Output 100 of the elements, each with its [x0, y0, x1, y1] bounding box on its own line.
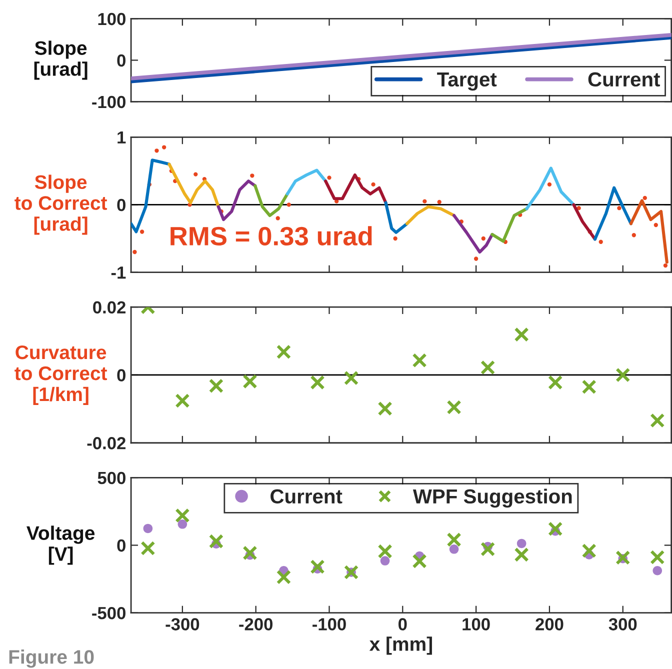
point: [310, 375, 325, 390]
point: [140, 230, 144, 234]
point: [412, 353, 427, 368]
point: [242, 546, 258, 560]
point: [481, 236, 486, 241]
point: [437, 200, 442, 204]
x-tick-label: 100: [462, 618, 490, 630]
point: [598, 240, 603, 244]
point: [422, 199, 427, 204]
point: [250, 174, 254, 178]
y-tick-label: 0.02: [93, 301, 126, 314]
legend-label: Target: [437, 72, 497, 91]
point: [514, 547, 529, 562]
point: [143, 524, 153, 534]
point: [548, 522, 563, 536]
line-series: [490, 207, 528, 243]
x-tick-label: 200: [536, 618, 564, 630]
point: [378, 544, 392, 559]
line-series: [131, 158, 171, 234]
point: [380, 556, 390, 566]
line-series: [406, 205, 456, 226]
point: [446, 532, 462, 548]
point: [154, 148, 159, 153]
point: [582, 543, 596, 558]
x-tick-label: 0: [398, 618, 407, 630]
point: [344, 564, 359, 580]
y-tick-label: 0: [117, 198, 126, 212]
legend-label: Current: [270, 489, 342, 504]
y-tick-label: -0.02: [87, 437, 126, 450]
y-tick-label: -100: [92, 96, 126, 108]
point: [547, 182, 552, 187]
point: [514, 327, 529, 342]
line-series: [384, 201, 409, 234]
point: [449, 544, 459, 554]
point: [276, 344, 292, 360]
point: [242, 374, 258, 389]
y-axis-title: Slope [urad]: [34, 40, 88, 80]
point: [650, 550, 665, 565]
line-series: [324, 173, 388, 204]
y-axis-title: Slope to Correct [urad]: [14, 174, 108, 235]
point: [480, 360, 496, 375]
point: [480, 542, 496, 556]
point: [208, 378, 224, 394]
line-series: [593, 186, 632, 241]
y-tick-label: 0: [117, 54, 126, 67]
point: [175, 508, 190, 523]
point: [446, 400, 462, 415]
point: [378, 401, 392, 416]
y-tick-label: 100: [98, 12, 126, 26]
point: [327, 176, 332, 180]
y-tick-label: 500: [98, 472, 126, 484]
point: [276, 570, 292, 584]
line-series: [168, 162, 220, 208]
x-tick-label: -200: [239, 618, 272, 630]
point: [654, 222, 658, 228]
y-tick-label: 0: [117, 369, 126, 382]
point: [162, 145, 166, 150]
point: [582, 380, 596, 394]
y-tick-label: 0: [117, 539, 126, 552]
point: [310, 559, 325, 574]
point: [393, 236, 398, 241]
y-axis-title: Voltage [V]: [26, 526, 95, 565]
point: [516, 538, 526, 548]
point: [474, 256, 478, 261]
point: [642, 196, 647, 200]
caption: Figure 10: [9, 650, 94, 668]
point: [371, 182, 376, 187]
legend-label: Current: [588, 72, 660, 87]
x-axis-title: x [mm]: [369, 636, 432, 655]
point: [140, 540, 156, 556]
point: [276, 216, 280, 220]
point: [548, 375, 563, 390]
line-series: [452, 214, 494, 254]
point: [344, 370, 359, 386]
point: [650, 413, 665, 428]
line-series: [216, 180, 257, 222]
point: [616, 368, 630, 382]
point: [175, 393, 190, 408]
point: [652, 566, 662, 576]
y-tick-label: -500: [92, 606, 126, 620]
annotation: RMS = 0.33 urad: [170, 226, 372, 246]
point: [194, 172, 198, 176]
point: [178, 519, 188, 529]
line-series: [286, 168, 328, 196]
point: [132, 250, 137, 254]
y-axis-title: Curvature to Correct [1/km]: [14, 345, 108, 405]
point: [286, 202, 291, 207]
point: [412, 554, 427, 569]
x-tick-label: -100: [312, 618, 346, 630]
line-series: [525, 166, 576, 210]
x-tick-label: 300: [608, 618, 637, 630]
point: [616, 550, 630, 566]
point: [663, 263, 668, 268]
point: [617, 206, 622, 210]
y-tick-label: -1: [111, 266, 126, 279]
x-tick-label: -300: [166, 618, 200, 630]
point: [632, 233, 636, 238]
y-tick-label: 1: [118, 131, 126, 144]
point: [208, 534, 224, 549]
legend-label: WPF Suggestion: [412, 488, 572, 508]
